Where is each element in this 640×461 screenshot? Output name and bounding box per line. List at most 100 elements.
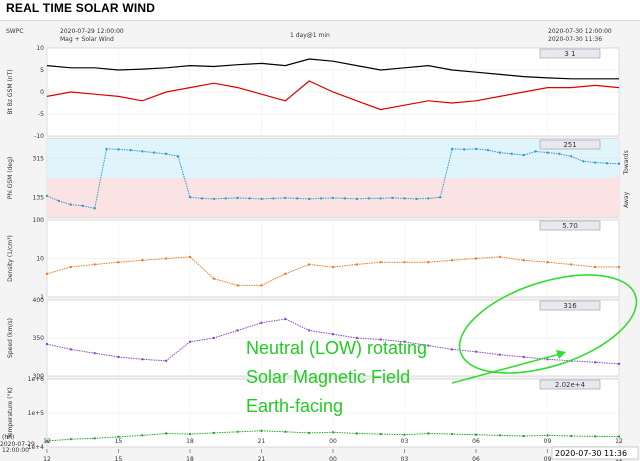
- data-point: [57, 199, 61, 203]
- data-point: [307, 329, 311, 332]
- data-point: [164, 359, 168, 362]
- span-label: 1 day@1 min: [290, 32, 330, 39]
- data-point: [200, 197, 204, 200]
- y-tick-label: 1e+5: [28, 410, 45, 417]
- side-label: Away: [623, 191, 630, 207]
- data-point: [450, 348, 454, 351]
- start-date-label: 2020-07-29: [0, 441, 35, 448]
- x-tick-label-upper: 21: [258, 438, 266, 445]
- data-point: [570, 434, 573, 438]
- data-point: [439, 195, 442, 199]
- x-tick-label: 18: [186, 456, 194, 461]
- y-tick-label: 100: [33, 217, 45, 224]
- data-point: [486, 148, 490, 152]
- data-point: [546, 261, 549, 264]
- data-point: [593, 265, 597, 269]
- data-point: [546, 358, 549, 361]
- data-point: [427, 432, 430, 435]
- hh-label: (hh): [2, 434, 14, 441]
- current-value-box: [539, 379, 601, 390]
- data-point: [188, 255, 192, 259]
- data-point: [403, 433, 406, 436]
- data-point: [379, 338, 382, 341]
- x-tick-label: 06: [472, 456, 480, 461]
- data-point: [427, 261, 430, 264]
- data-point: [307, 197, 311, 201]
- panel-density: 100 10 1 Density (1/cm³) 5.70: [7, 217, 621, 301]
- data-point: [236, 430, 239, 433]
- x-tick-label: 21: [258, 456, 266, 461]
- instrument-label: Mag + Solar Wind: [60, 36, 114, 43]
- data-point: [284, 272, 287, 276]
- y-tick-label: 10: [36, 256, 44, 263]
- current-value: 251: [563, 141, 576, 149]
- data-point: [188, 432, 192, 436]
- start-time: 2020-07-29 12:00:00: [60, 28, 124, 35]
- x-tick-label: 00: [329, 456, 337, 461]
- data-point: [450, 259, 454, 262]
- y-tick-label: 315: [33, 156, 45, 163]
- annotation-arrowhead: [556, 350, 566, 359]
- x-tick-label-upper: 15: [115, 438, 123, 445]
- panel-speed: 400 350 300 Speed (km/s) 316: [7, 297, 621, 380]
- data-point: [176, 155, 180, 158]
- annotation-line-1: Neutral (LOW) rotating: [246, 338, 427, 358]
- data-point: [212, 197, 216, 201]
- data-point: [593, 435, 597, 438]
- data-point: [617, 362, 621, 366]
- data-point: [617, 265, 621, 269]
- annotation-ellipse: [458, 274, 638, 374]
- end-readout-box: [551, 446, 639, 460]
- data-point: [355, 432, 359, 435]
- data-point: [558, 152, 561, 156]
- data-point: [224, 197, 227, 200]
- end-readout: 2020-07-30 11:36: [555, 449, 627, 458]
- data-point: [81, 204, 84, 208]
- current-time: 2020-07-30 11:36: [548, 36, 602, 43]
- data-point: [69, 437, 73, 441]
- data-point: [45, 439, 49, 443]
- data-point: [522, 355, 525, 359]
- end-time: 2020-07-30 12:00:00: [548, 28, 612, 35]
- data-point: [296, 197, 299, 200]
- data-point: [546, 434, 549, 437]
- data-point: [617, 162, 621, 165]
- y-tick-label: 5: [40, 67, 44, 74]
- data-point: [427, 344, 430, 347]
- data-point: [141, 434, 144, 437]
- x-tick-label: 15: [115, 456, 123, 461]
- data-point: [593, 361, 597, 364]
- data-point: [260, 284, 263, 287]
- y-axis-label: Speed (km/s): [7, 318, 14, 358]
- data-point: [367, 197, 370, 200]
- x-tick-label-upper: 12: [43, 438, 51, 445]
- data-point: [450, 432, 454, 436]
- annotation-arrow: [451, 353, 561, 384]
- plot-frame: SWPC 2020-07-29 12:00:00 Mag + Solar Win…: [0, 20, 640, 461]
- data-point: [188, 195, 192, 199]
- data-point: [260, 321, 263, 324]
- data-point: [534, 150, 537, 153]
- data-point: [260, 197, 263, 201]
- data-point: [164, 152, 168, 156]
- series-line-0: [46, 58, 619, 80]
- current-value-box: [539, 300, 601, 311]
- data-point: [141, 259, 144, 262]
- side-label: Towards: [623, 150, 630, 175]
- page-title: REAL TIME SOLAR WIND: [6, 1, 156, 15]
- data-point: [105, 147, 108, 151]
- y-tick-label: 1: [40, 294, 44, 301]
- y-tick-label: 1e+4: [28, 444, 45, 451]
- y-tick-label: -5: [38, 111, 44, 118]
- data-point: [248, 197, 251, 200]
- data-point: [129, 148, 132, 152]
- y-tick-label: -10: [34, 133, 44, 140]
- current-value: 2.02e+4: [555, 381, 586, 389]
- data-point: [164, 432, 168, 435]
- data-point: [284, 317, 287, 321]
- data-point: [522, 259, 525, 262]
- data-point: [319, 197, 323, 200]
- data-point: [307, 431, 311, 435]
- data-point: [188, 340, 192, 343]
- y-tick-label: 1e+6: [28, 376, 45, 383]
